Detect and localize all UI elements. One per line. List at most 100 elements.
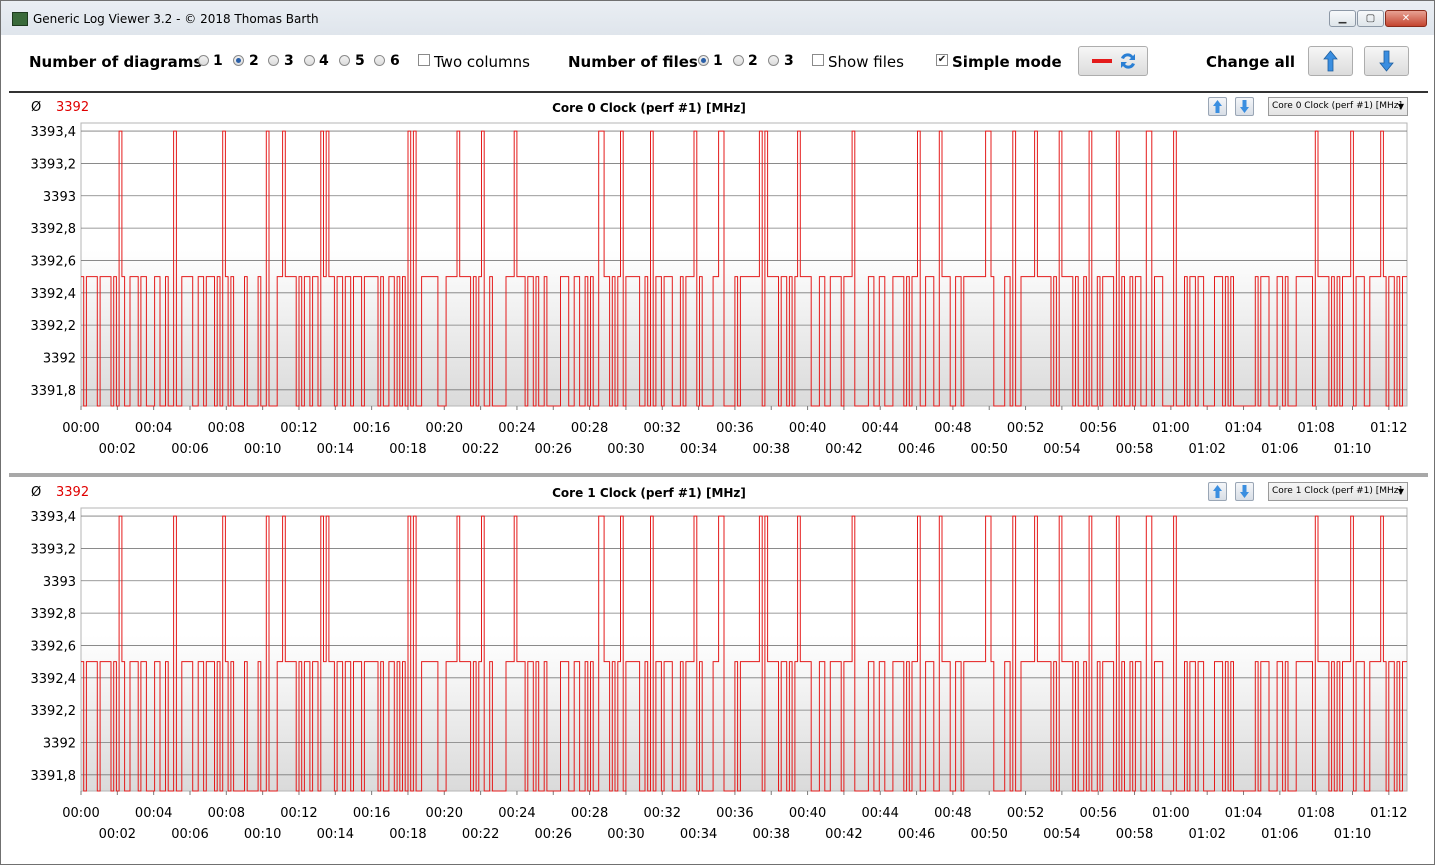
x-tick-label: 00:52 (1007, 806, 1044, 821)
diagram-radio-3-label: 3 (284, 53, 294, 69)
x-tick-label: 00:50 (970, 827, 1007, 842)
average-symbol: Ø (31, 485, 42, 500)
panel-down-button[interactable] (1235, 482, 1254, 501)
diagram-radio-3[interactable] (268, 55, 279, 66)
y-tick-label: 3393,4 (31, 125, 77, 140)
two-columns-label: Two columns (434, 53, 530, 71)
x-tick-label: 00:44 (861, 421, 898, 436)
x-tick-label: 00:32 (644, 806, 681, 821)
minimize-button[interactable]: ▁ (1329, 10, 1356, 27)
x-tick-label: 00:26 (535, 827, 572, 842)
file-radio-1[interactable] (698, 55, 709, 66)
maximize-icon: ▢ (1365, 13, 1376, 24)
x-tick-label: 00:16 (353, 806, 390, 821)
y-tick-label: 3393,4 (31, 510, 77, 525)
x-tick-label: 01:12 (1370, 806, 1407, 821)
x-tick-label: 00:00 (62, 806, 99, 821)
title-bar[interactable]: Generic Log Viewer 3.2 - © 2018 Thomas B… (1, 1, 1434, 35)
x-tick-label: 00:36 (716, 806, 753, 821)
arrow-down-icon (1240, 485, 1249, 498)
show-files-checkbox[interactable] (812, 54, 824, 66)
x-tick-label: 00:22 (462, 442, 499, 457)
x-tick-label: 01:02 (1188, 827, 1225, 842)
simple-mode-label: Simple mode (952, 53, 1062, 71)
x-tick-label: 01:12 (1370, 421, 1407, 436)
simple-mode-checkbox[interactable]: ✔ (936, 54, 948, 66)
swap-arrows-icon (1092, 53, 1135, 69)
x-tick-label: 00:22 (462, 827, 499, 842)
maximize-button[interactable]: ▢ (1357, 10, 1384, 27)
x-tick-label: 00:04 (135, 806, 172, 821)
panel-up-button[interactable] (1208, 482, 1227, 501)
x-tick-label: 00:40 (789, 421, 826, 436)
x-tick-label: 00:40 (789, 806, 826, 821)
series-line (81, 130, 1407, 407)
x-tick-label: 00:10 (244, 827, 281, 842)
x-tick-label: 00:10 (244, 442, 281, 457)
move-all-down-button[interactable] (1364, 46, 1409, 76)
arrow-down-icon (1379, 50, 1394, 72)
panel-down-button[interactable] (1235, 97, 1254, 116)
y-tick-label: 3392 (43, 351, 76, 366)
x-tick-label: 00:34 (680, 827, 717, 842)
x-tick-label: 00:42 (825, 827, 862, 842)
diagrams-label: Number of diagrams (29, 53, 203, 71)
chart: 3393,4 3393,2 3393 3392,8 3392,6 3392,4 3392,2… (31, 507, 1408, 842)
two-columns-checkbox[interactable] (418, 54, 430, 66)
arrow-up-icon (1323, 50, 1338, 72)
diagram-radio-1[interactable] (198, 55, 209, 66)
x-tick-label: 00:46 (898, 827, 935, 842)
file-radio-3-label: 3 (784, 53, 794, 69)
x-tick-label: 00:06 (171, 827, 208, 842)
file-radio-2-label: 2 (748, 53, 758, 69)
x-tick-label: 00:16 (353, 421, 390, 436)
x-tick-label: 00:18 (389, 827, 426, 842)
diagram-radio-5[interactable] (339, 55, 350, 66)
diagram-radio-2[interactable] (233, 55, 244, 66)
series-select[interactable]: Core 1 Clock (perf #1) [MHz] ▼ (1268, 482, 1408, 501)
diagram-radio-4[interactable] (304, 55, 315, 66)
files-label: Number of files (568, 53, 698, 71)
x-tick-label: 00:26 (535, 442, 572, 457)
close-button[interactable]: ✕ (1385, 10, 1427, 27)
close-icon: ✕ (1401, 13, 1411, 24)
x-tick-label: 00:32 (644, 421, 681, 436)
x-tick-label: 00:00 (62, 421, 99, 436)
x-tick-label: 01:04 (1225, 806, 1262, 821)
x-tick-label: 01:08 (1297, 806, 1334, 821)
x-tick-label: 00:52 (1007, 421, 1044, 436)
diagram-radio-4-label: 4 (319, 53, 329, 69)
line-style-button[interactable] (1078, 46, 1148, 76)
diagram-radio-2-label: 2 (249, 53, 259, 69)
diagram-radio-1-label: 1 (213, 53, 223, 69)
x-tick-label: 00:30 (607, 442, 644, 457)
diagram-radio-6-label: 6 (390, 53, 400, 69)
toolbar: Number of diagrams 1 2 3 4 5 6 Two colum… (9, 35, 1428, 93)
panel-up-button[interactable] (1208, 97, 1227, 116)
x-tick-label: 00:56 (1079, 421, 1116, 436)
x-tick-label: 00:12 (280, 806, 317, 821)
checkmark-icon: ✔ (937, 54, 947, 65)
x-tick-label: 00:24 (498, 421, 535, 436)
x-tick-label: 00:14 (317, 827, 354, 842)
x-tick-label: 00:58 (1116, 827, 1153, 842)
x-tick-label: 00:20 (426, 806, 463, 821)
series-select[interactable]: Core 0 Clock (perf #1) [MHz] ▼ (1268, 97, 1408, 116)
x-tick-label: 01:00 (1152, 421, 1189, 436)
window-title: Generic Log Viewer 3.2 - © 2018 Thomas B… (33, 12, 319, 26)
chevron-down-icon: ▼ (1397, 487, 1404, 496)
y-tick-label: 3392,6 (31, 254, 77, 269)
series-select-value: Core 1 Clock (perf #1) [MHz] (1272, 486, 1402, 496)
x-tick-label: 01:10 (1334, 827, 1371, 842)
diagram-radio-6[interactable] (374, 55, 385, 66)
x-tick-label: 00:12 (280, 421, 317, 436)
chart-title: Core 0 Clock (perf #1) [MHz] (552, 101, 746, 115)
minimize-icon: ▁ (1338, 13, 1347, 24)
file-radio-2[interactable] (733, 55, 744, 66)
panel-separator[interactable] (9, 473, 1428, 477)
y-tick-label: 3393 (43, 190, 76, 205)
change-all-label: Change all (1206, 53, 1296, 71)
move-all-up-button[interactable] (1308, 46, 1353, 76)
file-radio-3[interactable] (768, 55, 779, 66)
series-select-value: Core 0 Clock (perf #1) [MHz] (1272, 101, 1402, 111)
